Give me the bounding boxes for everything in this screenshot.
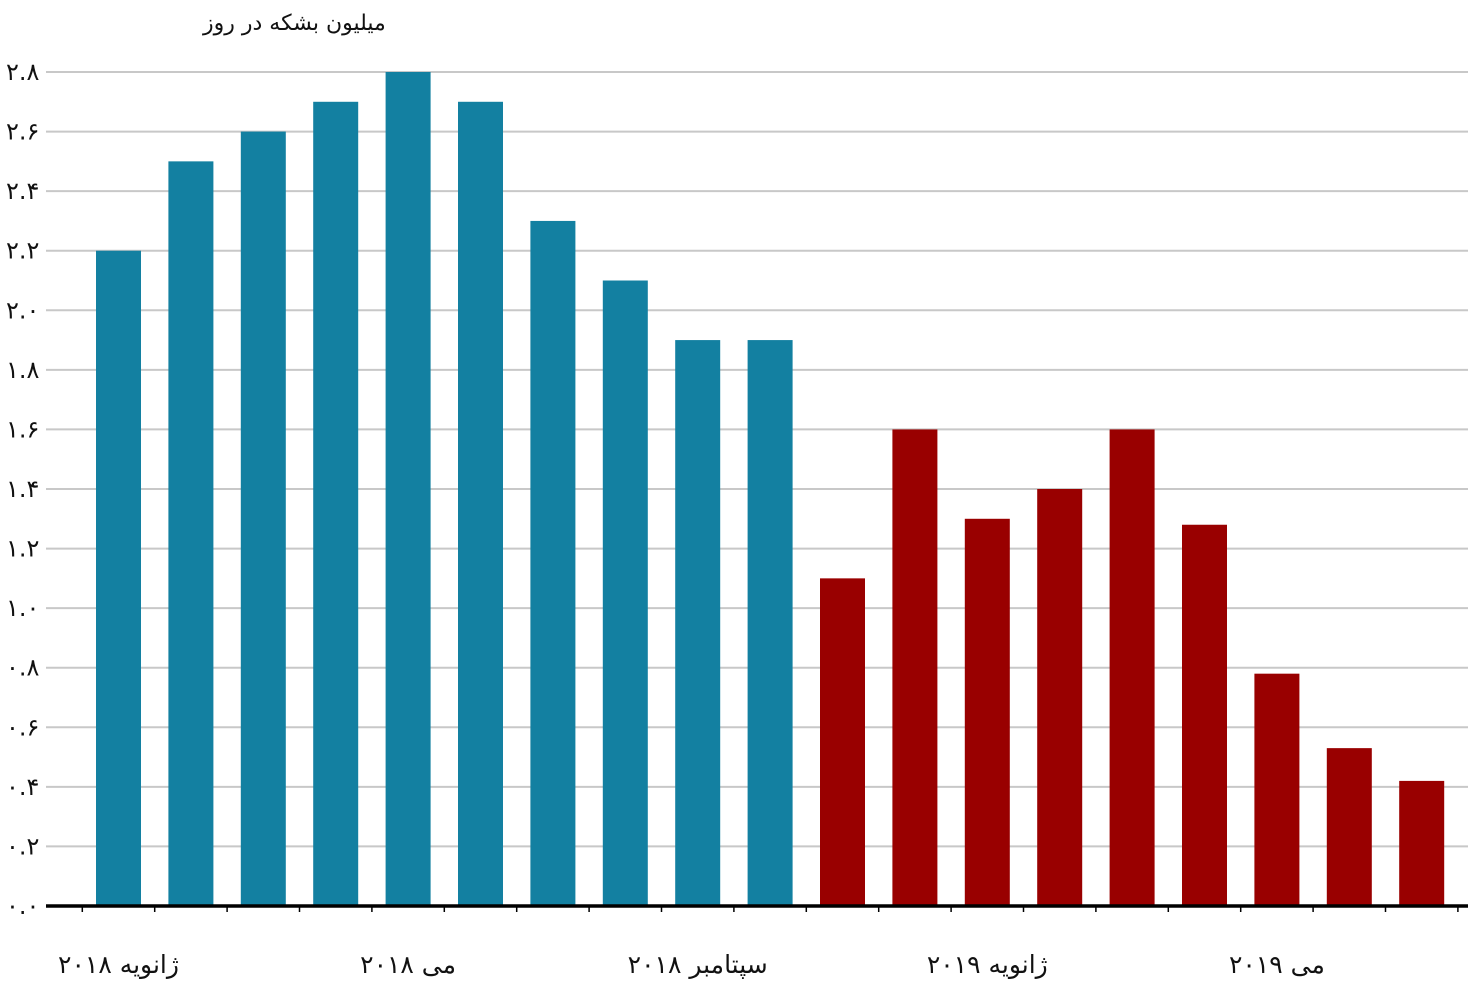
bar [313,101,359,907]
bar [892,429,938,906]
bar [1109,429,1155,906]
x-axis [46,904,1468,912]
bar [1326,748,1372,906]
y-tick-label: ۲.۲ [6,237,39,265]
bar [820,578,865,906]
x-tick-label: می ۲۰۱۸ [360,950,456,979]
bars [96,72,1445,907]
y-tick-label: ۲.۴ [6,177,39,205]
x-tick-label: سپتامبر ۲۰۱۸ [628,950,768,979]
bar [675,340,721,907]
y-tick-label: ۱.۲ [6,535,39,563]
bar [964,518,1010,906]
x-tick-label: ژانویه ۲۰۱۸ [58,950,179,979]
bar [1399,780,1445,906]
bar [530,220,576,906]
bar [747,340,793,907]
x-tick-label: می ۲۰۱۹ [1229,950,1325,979]
y-tick-label: ۰.۸ [6,654,40,682]
y-tick-label: ۱.۸ [6,356,40,384]
bar [240,131,286,907]
y-tick-label: ۱.۶ [6,415,39,443]
y-tick-label: ۰.۲ [6,832,39,860]
y-tick-label: ۱.۴ [6,475,39,503]
y-tick-label: ۲.۸ [6,58,40,86]
y-tick-label: ۰.۶ [6,713,39,741]
bar [458,101,503,907]
y-axis-label: میلیون بشکه در روز [202,11,386,36]
bar [1254,673,1300,906]
bar [96,250,141,906]
bar [1037,489,1083,906]
bar [602,280,648,906]
y-tick-label: ۰.۰ [6,892,39,920]
y-tick-label: ۰.۴ [6,773,39,801]
bar [1182,524,1227,906]
x-tick-label: ژانویه ۲۰۱۹ [927,950,1048,979]
x-axis-ticks: ژانویه ۲۰۱۸ می ۲۰۱۸ سپتامبر ۲۰۱۸ ژانویه ۲۰۱… [58,950,1325,979]
bar [168,161,214,906]
y-axis-ticks: ۰.۰ ۰.۲ ۰.۴ ۰.۶ ۰.۸ ۱.۰ ۱.۲ ۱.۴ ۱.۶ ۱.۸ ۲.۰ ۲.۲ ۲.۴ ۲… [6,58,40,920]
y-tick-label: ۱.۰ [6,594,39,622]
y-tick-label: ۲.۶ [6,118,39,146]
y-tick-label: ۲.۰ [6,296,39,324]
bar [385,72,431,906]
